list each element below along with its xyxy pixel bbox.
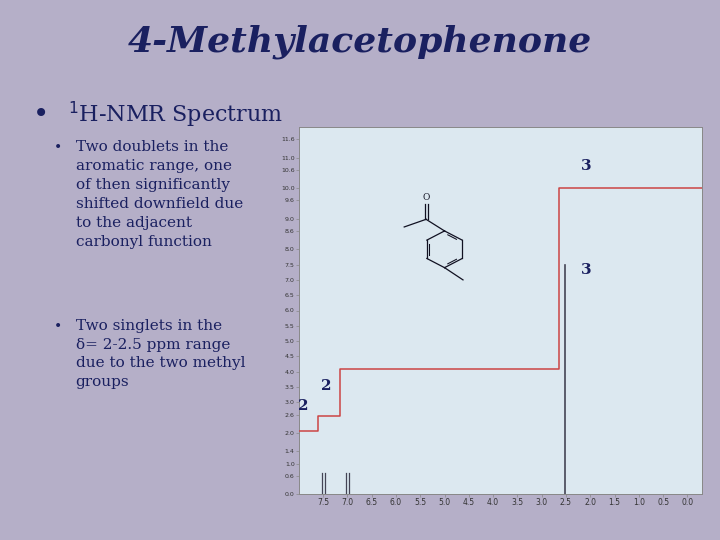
Text: 2: 2: [298, 399, 309, 413]
Text: Two doublets in the
aromatic range, one
of then significantly
shifted downfield : Two doublets in the aromatic range, one …: [76, 140, 243, 249]
Text: $^{1}$H-NMR Spectrum: $^{1}$H-NMR Spectrum: [68, 100, 284, 130]
Text: Two singlets in the
δ= 2-2.5 ppm range
due to the two methyl
groups: Two singlets in the δ= 2-2.5 ppm range d…: [76, 319, 245, 389]
Text: 3: 3: [581, 159, 592, 173]
Text: 4-Methylacetophenone: 4-Methylacetophenone: [128, 24, 592, 59]
Text: •: •: [54, 319, 62, 333]
Text: O: O: [423, 193, 430, 201]
Text: •: •: [32, 100, 49, 128]
Text: •: •: [54, 140, 62, 154]
Text: 2: 2: [320, 379, 331, 393]
Text: 3: 3: [581, 263, 592, 277]
